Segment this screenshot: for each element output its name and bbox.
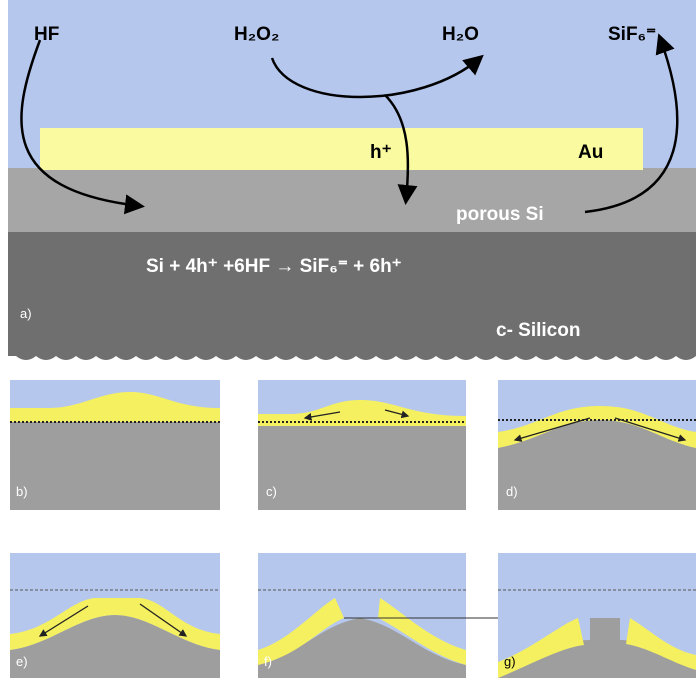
label: SiF₆⁼ bbox=[608, 24, 656, 45]
panel-label: g) bbox=[504, 654, 516, 669]
panel-b: b) bbox=[10, 380, 220, 510]
panel-c: c) bbox=[258, 380, 466, 510]
panel-label: c) bbox=[266, 484, 277, 499]
silicon bbox=[10, 422, 220, 510]
label: Au bbox=[578, 142, 603, 163]
panel-d: d) bbox=[498, 380, 696, 510]
panel-label: d) bbox=[506, 484, 518, 499]
label: HF bbox=[34, 24, 59, 45]
panel-label: e) bbox=[16, 654, 28, 669]
panel-label: f) bbox=[264, 654, 272, 669]
label: H₂O₂ bbox=[234, 24, 279, 45]
silicon bbox=[258, 424, 466, 510]
panel-label: a) bbox=[20, 306, 32, 321]
equation: Si + 4h⁺ +6HF → SiF₆⁼ + 6h⁺ bbox=[146, 256, 402, 277]
label: porous Si bbox=[456, 204, 544, 225]
label: h⁺ bbox=[370, 142, 392, 163]
label: c- Silicon bbox=[496, 320, 580, 341]
panel-a: HF H₂O₂ H₂O SiF₆⁼ h⁺ Au porous Si Si + 4… bbox=[8, 0, 696, 360]
diagram: HF H₂O₂ H₂O SiF₆⁼ h⁺ Au porous Si Si + 4… bbox=[0, 0, 696, 678]
panel-e: e) bbox=[10, 553, 220, 678]
gold-layer bbox=[40, 128, 643, 170]
panel-g: g) bbox=[498, 553, 696, 678]
silicon bbox=[8, 232, 696, 360]
panel-label: b) bbox=[16, 484, 28, 499]
label: H₂O bbox=[442, 24, 479, 45]
